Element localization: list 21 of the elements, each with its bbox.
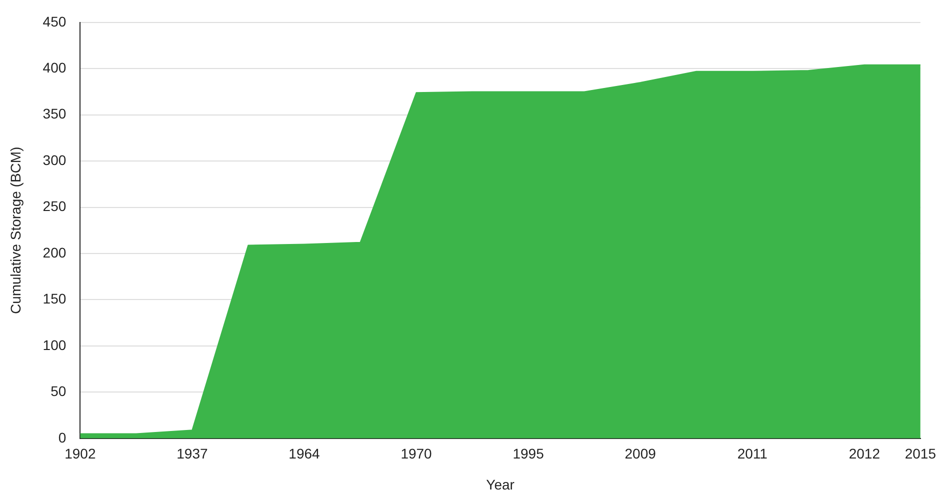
y-tick-label: 0 xyxy=(58,429,66,446)
x-tick-label: 2011 xyxy=(737,446,768,462)
y-tick-label: 250 xyxy=(42,198,66,214)
y-tick-label: 400 xyxy=(42,59,66,76)
x-tick-label: 2009 xyxy=(624,446,656,462)
y-tick-label: 100 xyxy=(42,336,66,353)
y-tick-label: 150 xyxy=(42,290,66,307)
y-tick-label: 50 xyxy=(50,383,66,400)
y-tick-label: 300 xyxy=(42,152,66,168)
y-tick-label: 200 xyxy=(42,244,66,260)
y-tick-label: 350 xyxy=(42,106,66,122)
x-tick-label: 1964 xyxy=(288,446,320,462)
x-tick-label: 1937 xyxy=(176,446,208,462)
x-tick-label: 1970 xyxy=(400,446,432,462)
x-tick-label: 1902 xyxy=(64,446,96,462)
x-tick-label: 1995 xyxy=(512,446,544,462)
x-tick-label: 2015 xyxy=(904,446,936,462)
x-tick-label: 2012 xyxy=(848,446,880,462)
y-tick-label: 450 xyxy=(42,13,66,30)
y-axis-title: Cumulative Storage (BCM) xyxy=(7,146,24,314)
x-axis-title: Year xyxy=(486,476,515,492)
